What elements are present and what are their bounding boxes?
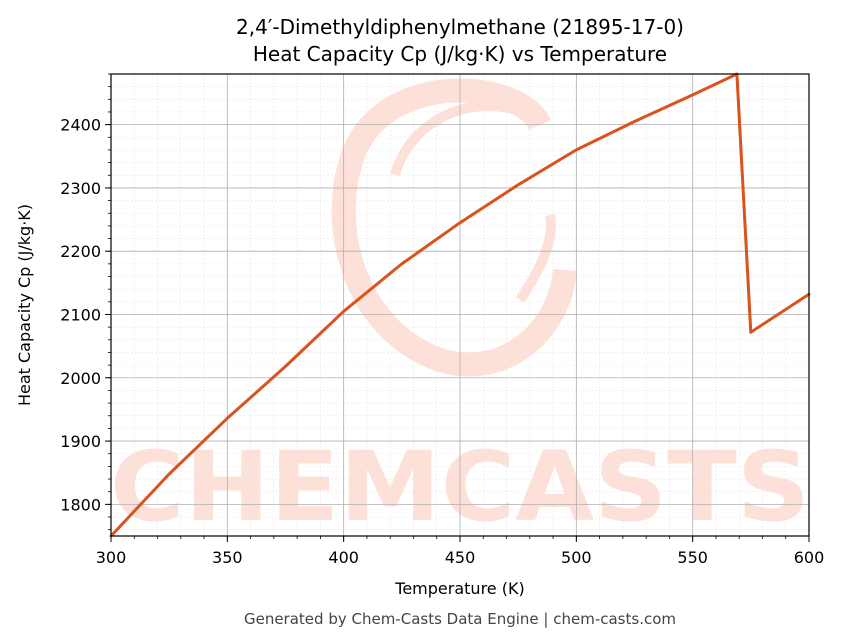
y-tick-label: 2200 (60, 242, 101, 261)
chart-title-line2: Heat Capacity Cp (J/kg·K) vs Temperature (253, 42, 667, 66)
x-tick-label: 350 (212, 548, 243, 567)
y-tick-label: 2400 (60, 116, 101, 135)
y-tick-label: 2300 (60, 179, 101, 198)
series-line (109, 72, 811, 538)
x-tick-label: 450 (445, 548, 476, 567)
series-layer (109, 72, 811, 538)
axis-ticks: 300 350 400 450 500 550 600 1800 1900 2000 2100 220… (60, 73, 825, 567)
y-tick-label: 2100 (60, 305, 101, 324)
y-tick-label: 2000 (60, 369, 101, 388)
x-tick-label: 600 (794, 548, 825, 567)
y-axis-label: Heat Capacity Cp (J/kg·K) (15, 204, 34, 406)
y-tick-label: 1900 (60, 432, 101, 451)
x-tick-label: 300 (96, 548, 127, 567)
watermark-logo-swirl (331, 78, 577, 377)
y-tick-label: 1800 (60, 495, 101, 514)
x-tick-label: 500 (561, 548, 592, 567)
footer-credit: Generated by Chem-Casts Data Engine | ch… (244, 610, 676, 628)
x-tick-label: 400 (328, 548, 359, 567)
x-tick-label: 550 (677, 548, 708, 567)
x-axis-label: Temperature (K) (394, 579, 524, 598)
chart-title-line1: 2,4′-Dimethyldiphenylmethane (21895-17-0… (236, 15, 684, 39)
